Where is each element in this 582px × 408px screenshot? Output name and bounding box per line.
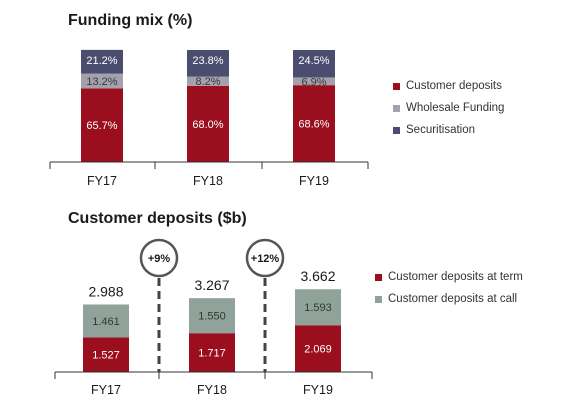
bar-customer-deposits-fy18: [187, 85, 229, 162]
legend-label: Securitisation: [406, 124, 476, 136]
legend-swatch: [393, 104, 400, 112]
customer-deposits-title: Customer deposits ($b): [68, 210, 247, 227]
bar-securitisation-fy18: [187, 50, 229, 77]
funding-mix-plot: 65.7% 13.2% 21.2% 68.0% 8.2% 23.8% 68.6% 6.9% 24…: [49, 49, 369, 188]
x-tick-label: FY18: [193, 174, 223, 188]
data-label: 1.550: [198, 311, 226, 323]
bar-customer-deposits-fy17: [81, 88, 123, 162]
legend-item-wholesale-funding: Wholesale Funding: [393, 97, 504, 119]
x-tick-label: FY18: [197, 383, 227, 397]
funding-mix-chart: 65.7% 13.2% 21.2% 68.0% 8.2% 23.8% 68.6% 6.9% 24…: [0, 0, 582, 200]
legend-swatch: [393, 126, 400, 134]
x-tick-label: FY17: [91, 383, 121, 397]
growth-label: +9%: [148, 253, 171, 265]
bar-customer-deposits-at-call-fy19: [295, 289, 341, 326]
customer-deposits-legend: Customer deposits at term Customer deposi…: [375, 266, 523, 310]
customer-deposits-plot: 1.527 1.461 2.988 1.717 1.550 3.267 2.069 1.593…: [54, 238, 373, 397]
x-tick-label: FY19: [303, 383, 333, 397]
bar-securitisation-fy19: [293, 50, 335, 78]
data-label: 1.717: [198, 348, 226, 360]
legend-label: Customer deposits: [406, 80, 502, 92]
bar-customer-deposits-at-term-fy18: [189, 333, 235, 372]
legend-label: Wholesale Funding: [406, 102, 505, 114]
data-label: 68.0%: [192, 119, 223, 131]
data-label: 1.461: [92, 316, 120, 328]
data-label: 68.6%: [298, 119, 329, 131]
legend-label: Customer deposits at term: [388, 271, 523, 283]
data-label: 13.2%: [86, 76, 117, 88]
legend-swatch: [375, 273, 382, 281]
growth-label: +12%: [251, 253, 280, 265]
total-label: 3.662: [300, 268, 335, 284]
data-label: 1.527: [92, 350, 120, 362]
bar-customer-deposits-at-term-fy17: [83, 337, 129, 372]
funding-mix-legend: Customer deposits Wholesale Funding Securi…: [393, 75, 504, 141]
data-label: 21.2%: [86, 55, 117, 67]
growth-badge: [245, 238, 285, 278]
x-tick-label: FY19: [299, 174, 329, 188]
legend-swatch: [393, 82, 400, 90]
bar-securitisation-fy17: [81, 49, 123, 74]
legend-item-customer-deposits-at-call: Customer deposits at call: [375, 288, 523, 310]
legend-label: Customer deposits at call: [388, 293, 518, 305]
total-label: 2.988: [88, 283, 123, 299]
bar-customer-deposits-at-call-fy17: [83, 304, 129, 338]
bar-customer-deposits-at-term-fy19: [295, 325, 341, 372]
bar-customer-deposits-fy19: [293, 85, 335, 162]
legend-item-securitisation: Securitisation: [393, 119, 504, 141]
data-label: 6.9%: [301, 76, 326, 88]
customer-deposits-chart: 1.527 1.461 2.988 1.717 1.550 3.267 2.069 1.593…: [0, 200, 582, 408]
data-label: 2.069: [304, 344, 332, 356]
legend-item-customer-deposits-at-term: Customer deposits at term: [375, 266, 523, 288]
data-label: 24.5%: [298, 55, 329, 67]
bar-wholesale-funding-fy17: [81, 73, 123, 89]
bar-wholesale-funding-fy18: [187, 76, 229, 86]
data-label: 65.7%: [86, 120, 117, 132]
bar-customer-deposits-at-call-fy18: [189, 298, 235, 334]
legend-item-customer-deposits: Customer deposits: [393, 75, 504, 97]
total-label: 3.267: [194, 277, 229, 293]
data-label: 8.2%: [195, 76, 220, 88]
data-label: 23.8%: [192, 55, 223, 67]
x-tick-label: FY17: [87, 174, 117, 188]
bar-wholesale-funding-fy19: [293, 77, 335, 86]
legend-swatch: [375, 295, 382, 303]
funding-mix-title: Funding mix (%): [68, 12, 193, 29]
growth-badge: [139, 238, 179, 278]
data-label: 1.593: [304, 302, 332, 314]
